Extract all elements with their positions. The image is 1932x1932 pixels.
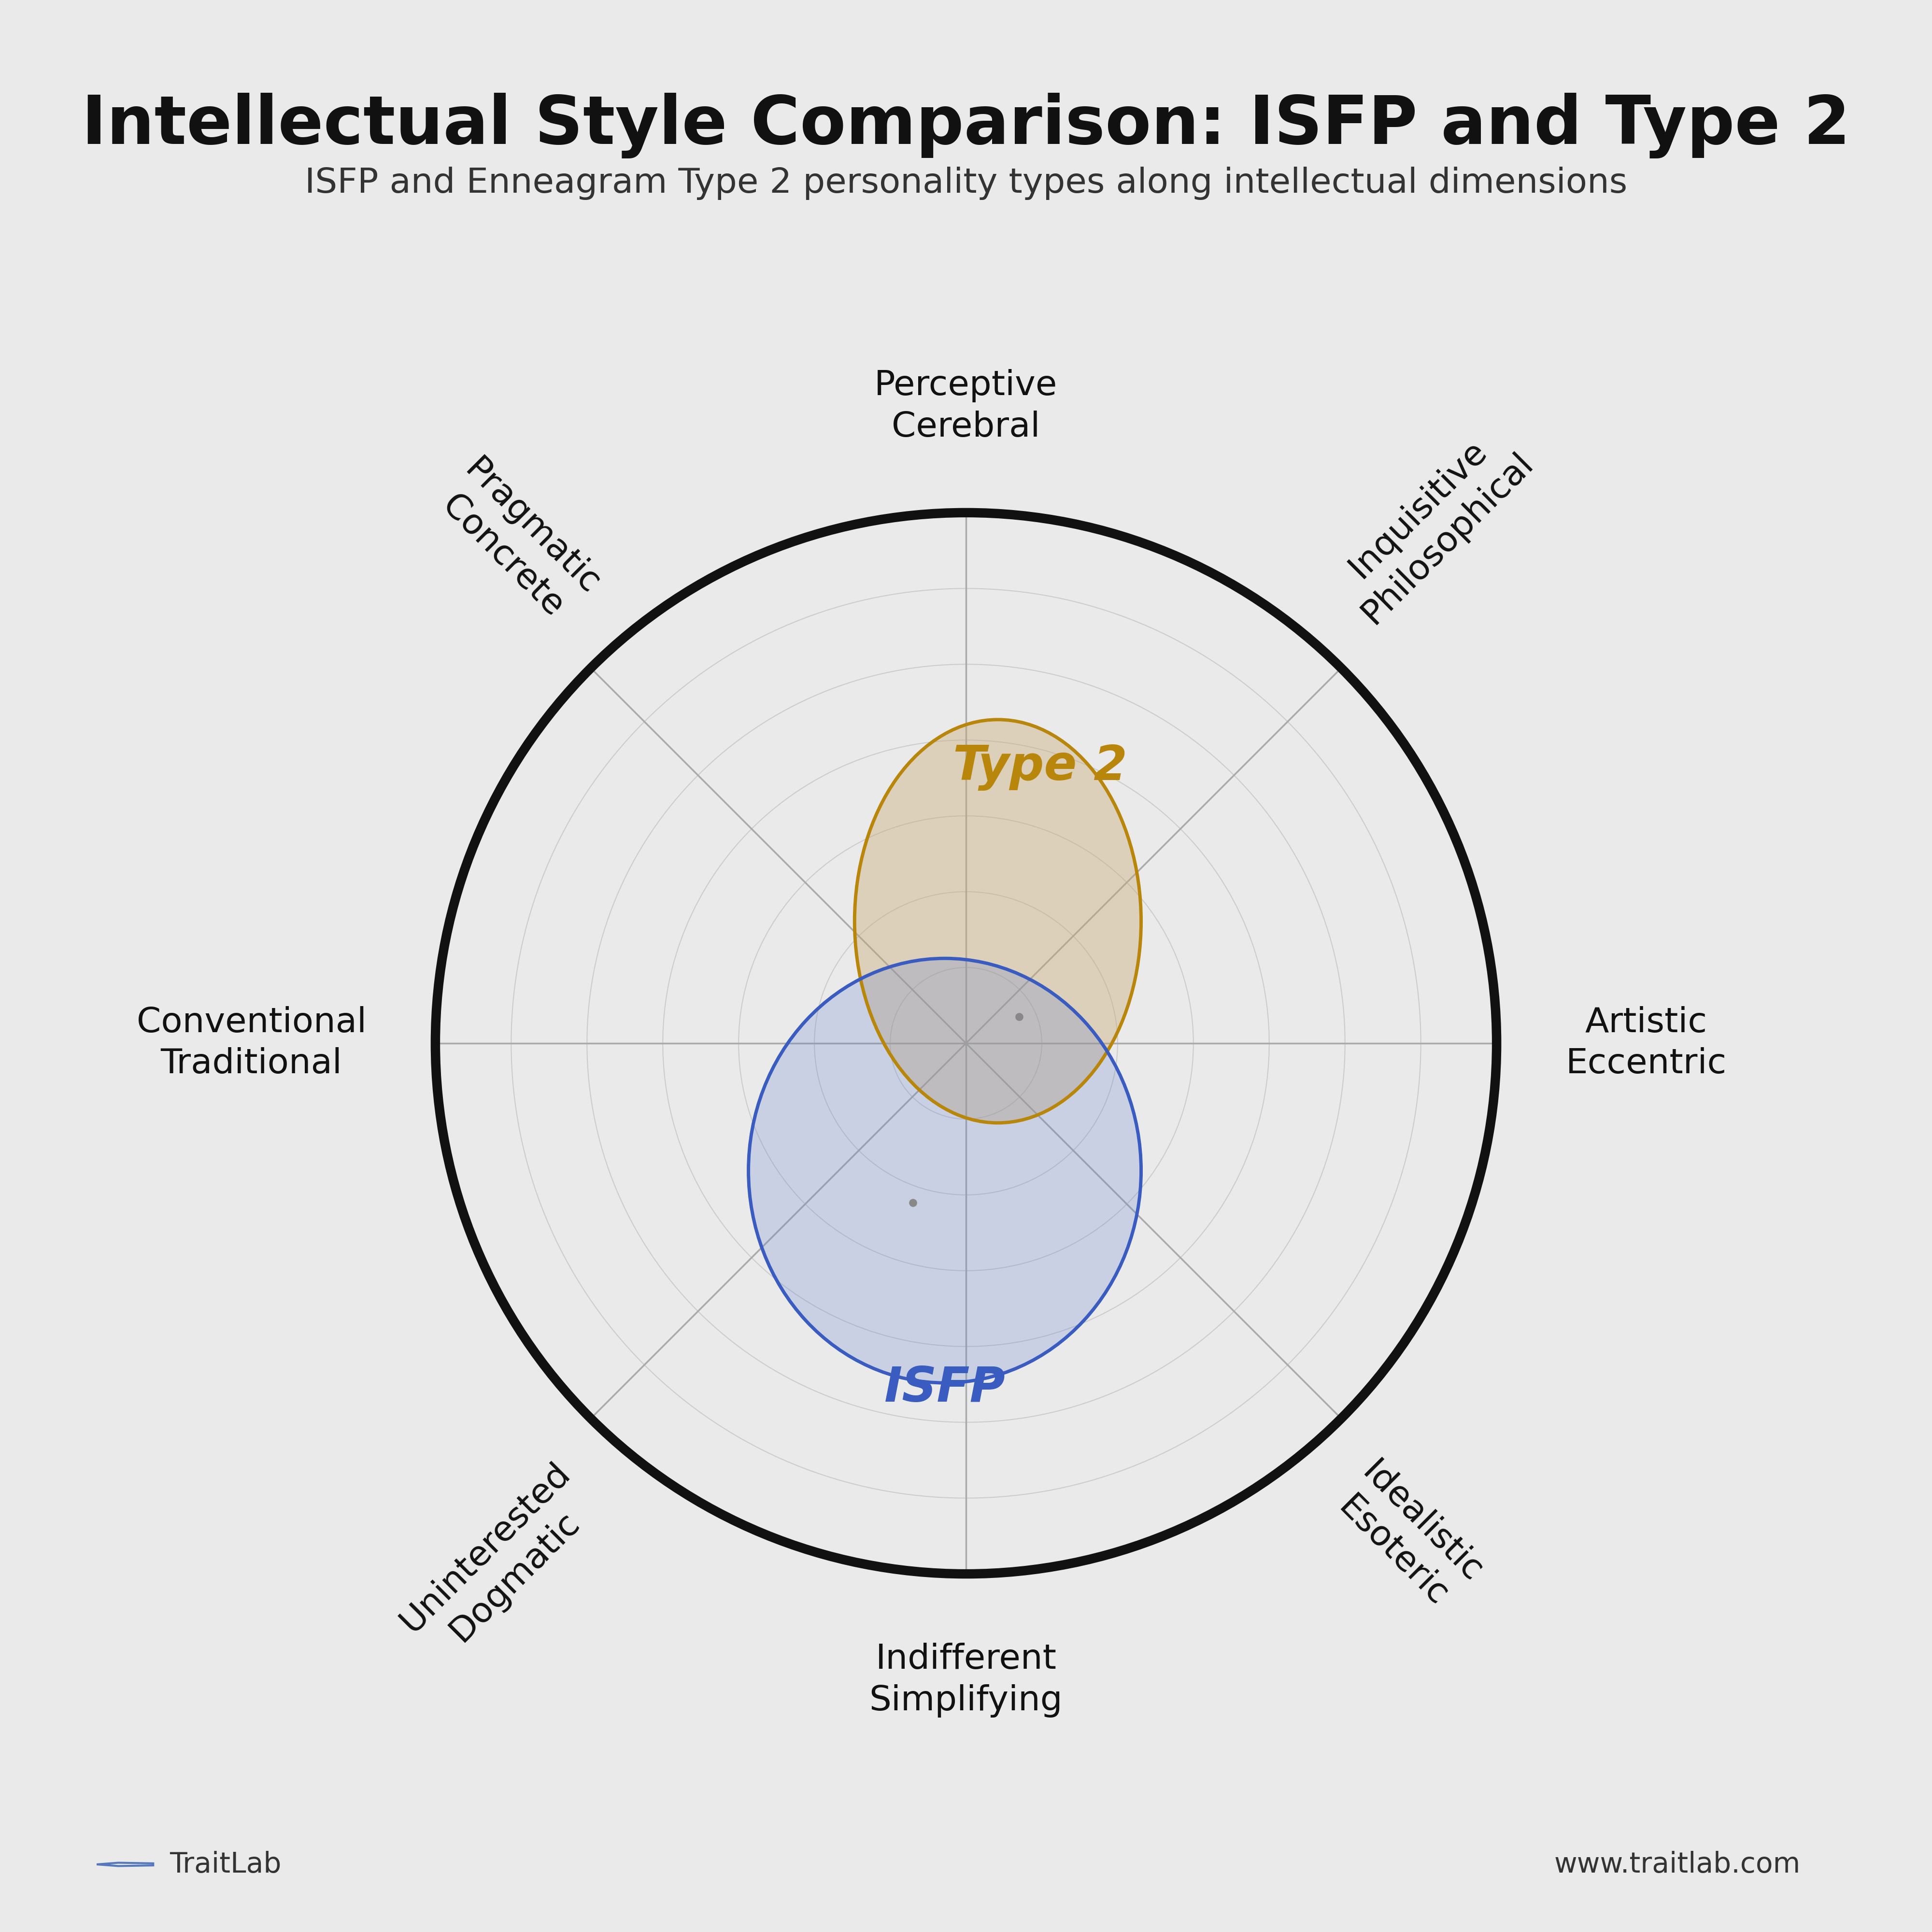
Ellipse shape	[748, 958, 1142, 1383]
Text: Indifferent
Simplifying: Indifferent Simplifying	[869, 1642, 1063, 1718]
Text: Idealistic
Esoteric: Idealistic Esoteric	[1325, 1457, 1488, 1619]
Text: Conventional
Traditional: Conventional Traditional	[137, 1007, 367, 1080]
Text: www.traitlab.com: www.traitlab.com	[1553, 1851, 1801, 1878]
Text: Intellectual Style Comparison: ISFP and Type 2: Intellectual Style Comparison: ISFP and …	[81, 93, 1851, 158]
Point	[1003, 1001, 1034, 1032]
Ellipse shape	[854, 719, 1142, 1122]
Text: Uninterested
Dogmatic: Uninterested Dogmatic	[394, 1457, 607, 1667]
Text: Inquisitive
Philosophical: Inquisitive Philosophical	[1325, 417, 1540, 630]
Text: ISFP: ISFP	[885, 1364, 1005, 1412]
Text: Pragmatic
Concrete: Pragmatic Concrete	[429, 454, 607, 630]
Text: TraitLab: TraitLab	[170, 1851, 282, 1878]
Text: Artistic
Eccentric: Artistic Eccentric	[1565, 1007, 1727, 1080]
Text: ISFP and Enneagram Type 2 personality types along intellectual dimensions: ISFP and Enneagram Type 2 personality ty…	[305, 166, 1627, 201]
Text: Perceptive
Cerebral: Perceptive Cerebral	[875, 369, 1057, 444]
Point	[898, 1186, 929, 1217]
Text: Type 2: Type 2	[952, 744, 1128, 790]
